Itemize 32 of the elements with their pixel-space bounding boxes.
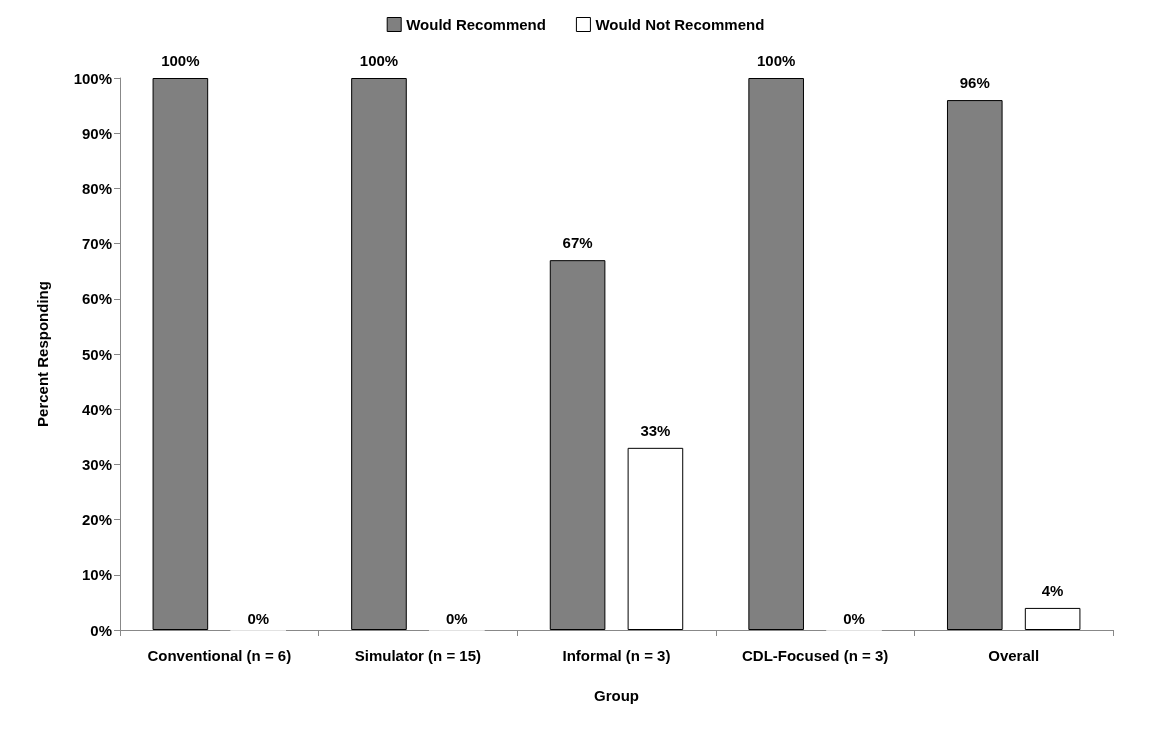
y-tick-label: 60% <box>81 290 112 308</box>
bar <box>1024 607 1081 630</box>
x-tick-label: Informal (n = 3) <box>562 647 671 664</box>
data-label: 100% <box>359 52 399 69</box>
bar <box>627 447 684 630</box>
y-tick-label: 80% <box>81 179 112 197</box>
y-tick-label: 40% <box>81 400 112 418</box>
data-label: 33% <box>640 421 671 439</box>
y-tick-label: 0% <box>90 621 112 639</box>
y-tick-label: 70% <box>81 235 112 253</box>
data-label: 0% <box>247 609 270 627</box>
data-label: 96% <box>959 74 990 92</box>
data-label: 100% <box>161 52 200 69</box>
y-axis-title: Percent Responding <box>34 281 51 427</box>
data-label: 100% <box>756 52 796 69</box>
y-tick-label: 10% <box>81 566 112 584</box>
x-tick-label: Conventional (n = 6) <box>147 647 292 664</box>
y-tick-label: 90% <box>81 124 112 142</box>
y-tick-label: 100% <box>73 69 112 87</box>
x-tick-label: Simulator (n = 15) <box>354 647 482 664</box>
data-label: 0% <box>445 609 468 627</box>
data-label: 0% <box>843 609 865 627</box>
legend-label: Would Recommend <box>406 16 546 33</box>
x-tick-label: CDL-Focused (n = 3) <box>741 647 889 664</box>
x-axis-title: Group <box>594 687 639 704</box>
data-label: 67% <box>562 234 593 252</box>
data-label: 4% <box>1041 581 1064 599</box>
y-tick-label: 30% <box>81 455 112 473</box>
legend-label: Would Not Recommend <box>595 16 765 33</box>
x-tick-label: Overall <box>988 647 1040 664</box>
y-tick-label: 50% <box>81 345 112 363</box>
y-tick-label: 20% <box>81 511 112 529</box>
